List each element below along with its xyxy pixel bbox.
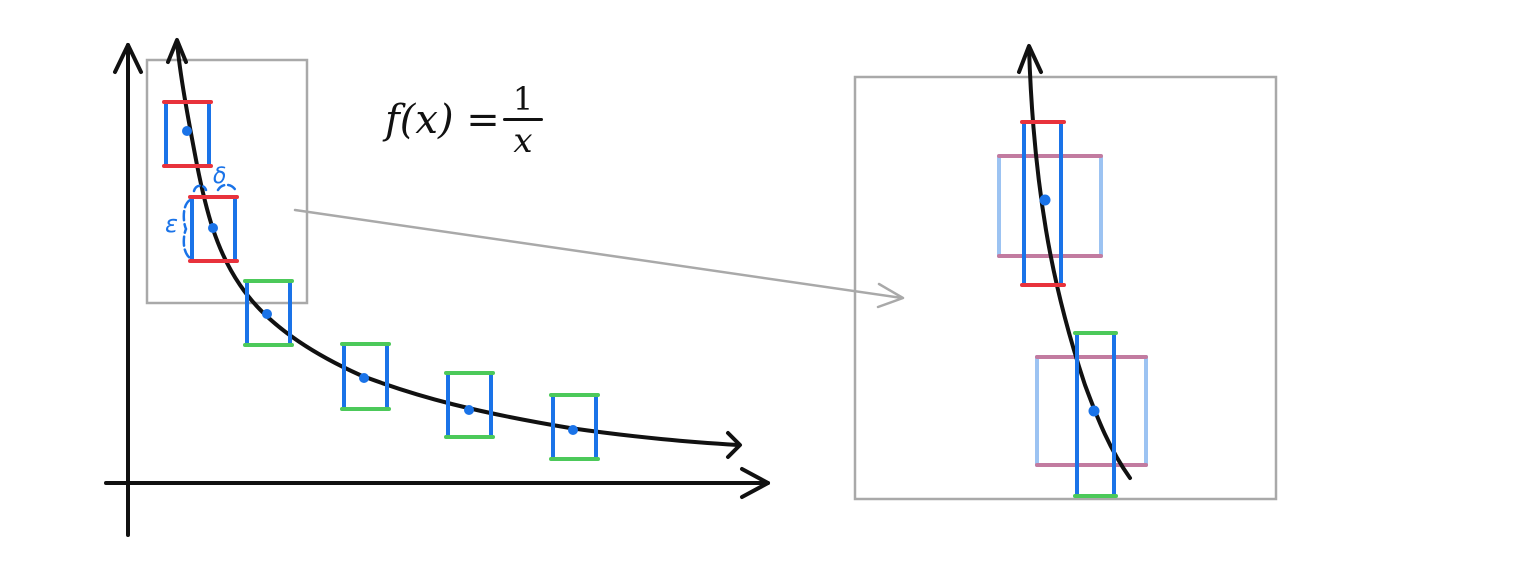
zoomed-narrow-box-2 <box>1073 331 1118 498</box>
interval-box-2 <box>188 195 239 263</box>
point-2 <box>208 223 218 233</box>
zoomed-curve-arrowhead <box>1017 44 1043 74</box>
interval-box-6 <box>549 393 600 461</box>
interval-box-5 <box>444 371 495 439</box>
formula-numerator: 1 <box>512 80 534 118</box>
zoomed-wide-box-2 <box>1035 355 1148 467</box>
point-3 <box>262 309 272 319</box>
point-5 <box>464 405 474 415</box>
point-4 <box>359 373 369 383</box>
x-axis-arrowhead <box>740 467 770 499</box>
zoomed-point-1 <box>1039 194 1051 206</box>
delta-label: δ <box>213 164 227 189</box>
interval-box-3 <box>243 279 294 347</box>
point-6 <box>568 425 578 435</box>
curve-arrowhead-top <box>166 38 188 64</box>
fraction-bar <box>503 118 543 121</box>
curve-arrowhead-right <box>726 431 742 459</box>
delta-brace <box>192 183 238 193</box>
zoom-region-frame <box>145 58 309 305</box>
connector-line <box>293 208 904 300</box>
arrow-right-icon <box>876 282 905 309</box>
zoomed-narrow-boxes <box>1020 120 1118 498</box>
y-axis-arrowhead <box>113 43 143 74</box>
point-1 <box>182 126 192 136</box>
epsilon-label: ε <box>165 210 178 238</box>
zoomed-wide-boxes <box>997 154 1148 467</box>
zoomed-narrow-box-1 <box>1020 120 1066 287</box>
function-formula: f(x) = 1 x <box>385 82 555 162</box>
zoom-connector <box>293 208 905 309</box>
zoomed-wide-box-1 <box>997 154 1103 258</box>
formula-denominator: x <box>513 121 533 161</box>
epsilon-brace <box>182 198 192 260</box>
left-axes <box>104 43 770 537</box>
interval-box-1 <box>162 100 213 168</box>
formula-lhs: f(x) = <box>385 97 500 143</box>
interval-box-4 <box>340 342 391 411</box>
zoomed-view-frame <box>853 75 1278 501</box>
zoomed-point-2 <box>1088 405 1100 417</box>
interval-boxes <box>162 100 600 461</box>
curve-f <box>166 38 742 459</box>
brace-annotations <box>182 183 238 260</box>
formula-fraction: 1 x <box>503 82 543 159</box>
zoomed-curve <box>1017 44 1132 480</box>
